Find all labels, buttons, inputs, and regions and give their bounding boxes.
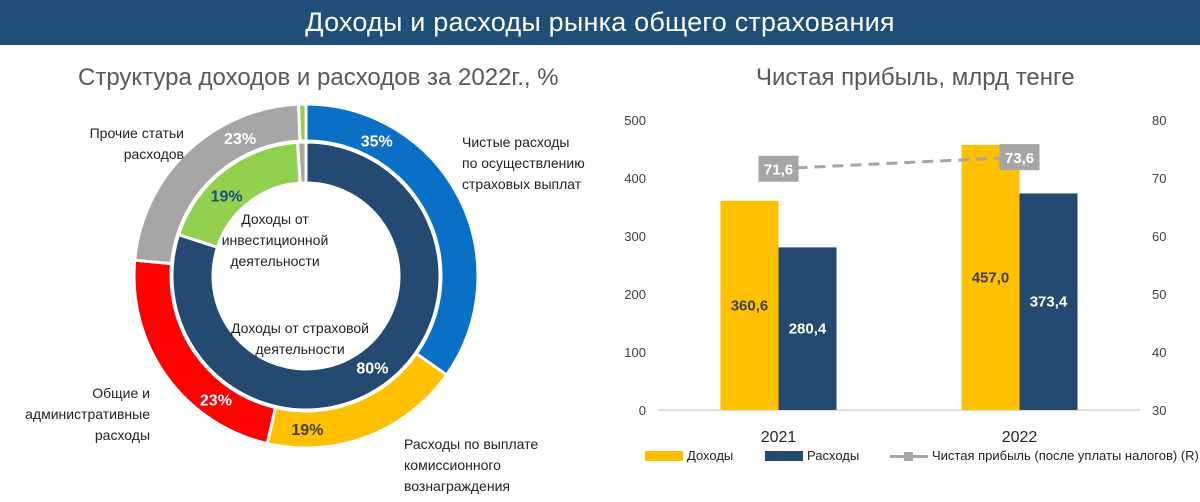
annot-net-claims: Чистые расходы по осуществлению страховых … <box>462 134 585 192</box>
bar-value-label-0-1: 457,0 <box>972 269 1010 286</box>
x-tick-label-1: 2022 <box>1002 429 1038 445</box>
y2-tick-label-1: 40 <box>1152 345 1166 360</box>
legend-item-expenses: Расходы <box>765 448 859 463</box>
y2-tick-label-2: 50 <box>1152 287 1166 302</box>
bar-0-0 <box>720 200 779 410</box>
donut-ring0-value-label-0: 35% <box>361 133 393 150</box>
donut-chart: 35% 19% 23% 23% 80% 19% <box>132 102 480 450</box>
net-profit-marker-0 <box>758 155 799 182</box>
bar-value-label-1-1: 373,4 <box>1030 294 1068 311</box>
donut-ring0-value-label-1: 19% <box>291 422 323 439</box>
donut-ring1-slice-2 <box>295 140 308 185</box>
donut-chart-title: Структура доходов и расходов за 2022г., … <box>78 64 559 91</box>
annot-insurance-income: Доходы от страховой деятельности <box>231 320 369 357</box>
y2-tick-label-0: 30 <box>1152 403 1166 418</box>
legend-label-expenses: Расходы <box>807 448 860 463</box>
donut-ring0-value-label-2: 23% <box>200 393 232 410</box>
donut-ring0-slice-4 <box>296 102 308 143</box>
bar-value-label-1-0: 280,4 <box>789 321 827 338</box>
y-tick-label-1: 100 <box>624 345 646 360</box>
legend-swatch-income <box>645 450 683 461</box>
donut-ring0-value-label-3: 23% <box>224 131 256 148</box>
y-tick-label-0: 0 <box>639 403 646 418</box>
net-profit-value-label-1: 73,6 <box>1005 150 1034 167</box>
y2-tick-label-5: 80 <box>1152 113 1166 128</box>
x-tick-label-0: 2021 <box>761 429 797 445</box>
legend-swatch-net-profit <box>890 451 928 461</box>
bar-chart: 0 100 200 300 400 500 30 40 50 60 70 80 360,6 280,4 20… <box>624 113 1166 445</box>
y2-tick-label-4: 70 <box>1152 171 1166 186</box>
page-banner: Доходы и расходы рынка общего страховани… <box>0 0 1200 45</box>
annot-commission: Расходы по выплате комиссионного вознаграж… <box>404 436 539 494</box>
annot-investment-income: Доходы от инвестиционной деятельности <box>221 211 329 269</box>
bar-1-1 <box>1019 193 1078 410</box>
bar-value-label-0-0: 360,6 <box>731 297 769 314</box>
net-profit-value-label-0: 71,6 <box>764 162 793 179</box>
legend-item-income: Доходы <box>645 448 733 463</box>
annot-admin-expenses: Общие и административные расходы <box>25 385 150 443</box>
bar-chart-legend: Доходы Расходы Чистая прибыль (после упл… <box>640 448 1199 472</box>
y-tick-label-2: 200 <box>624 287 646 302</box>
y-tick-label-5: 500 <box>624 113 646 128</box>
bar-0-1 <box>961 144 1020 410</box>
y2-tick-label-3: 60 <box>1152 229 1166 244</box>
legend-label-income: Доходы <box>687 448 734 463</box>
legend-label-net-profit: Чистая прибыль (после уплаты налогов) (R… <box>932 448 1199 463</box>
annot-other-expenses: Прочие статьи расходов <box>89 125 184 162</box>
y-tick-label-4: 400 <box>624 171 646 186</box>
bar-1-0 <box>778 247 837 410</box>
bar-chart-title: Чистая прибыль, млрд тенге <box>756 64 1075 91</box>
donut-ring1-value-label-1: 19% <box>211 189 243 206</box>
legend-swatch-expenses <box>765 450 803 461</box>
net-profit-line <box>778 155 1020 171</box>
y-tick-label-3: 300 <box>624 229 646 244</box>
legend-item-net-profit: Чистая прибыль (после уплаты налогов) (R… <box>890 448 1199 463</box>
donut-ring1-value-label-0: 80% <box>356 360 388 377</box>
donut-ring1-slice-0 <box>170 140 442 412</box>
net-profit-marker-1 <box>999 144 1040 171</box>
